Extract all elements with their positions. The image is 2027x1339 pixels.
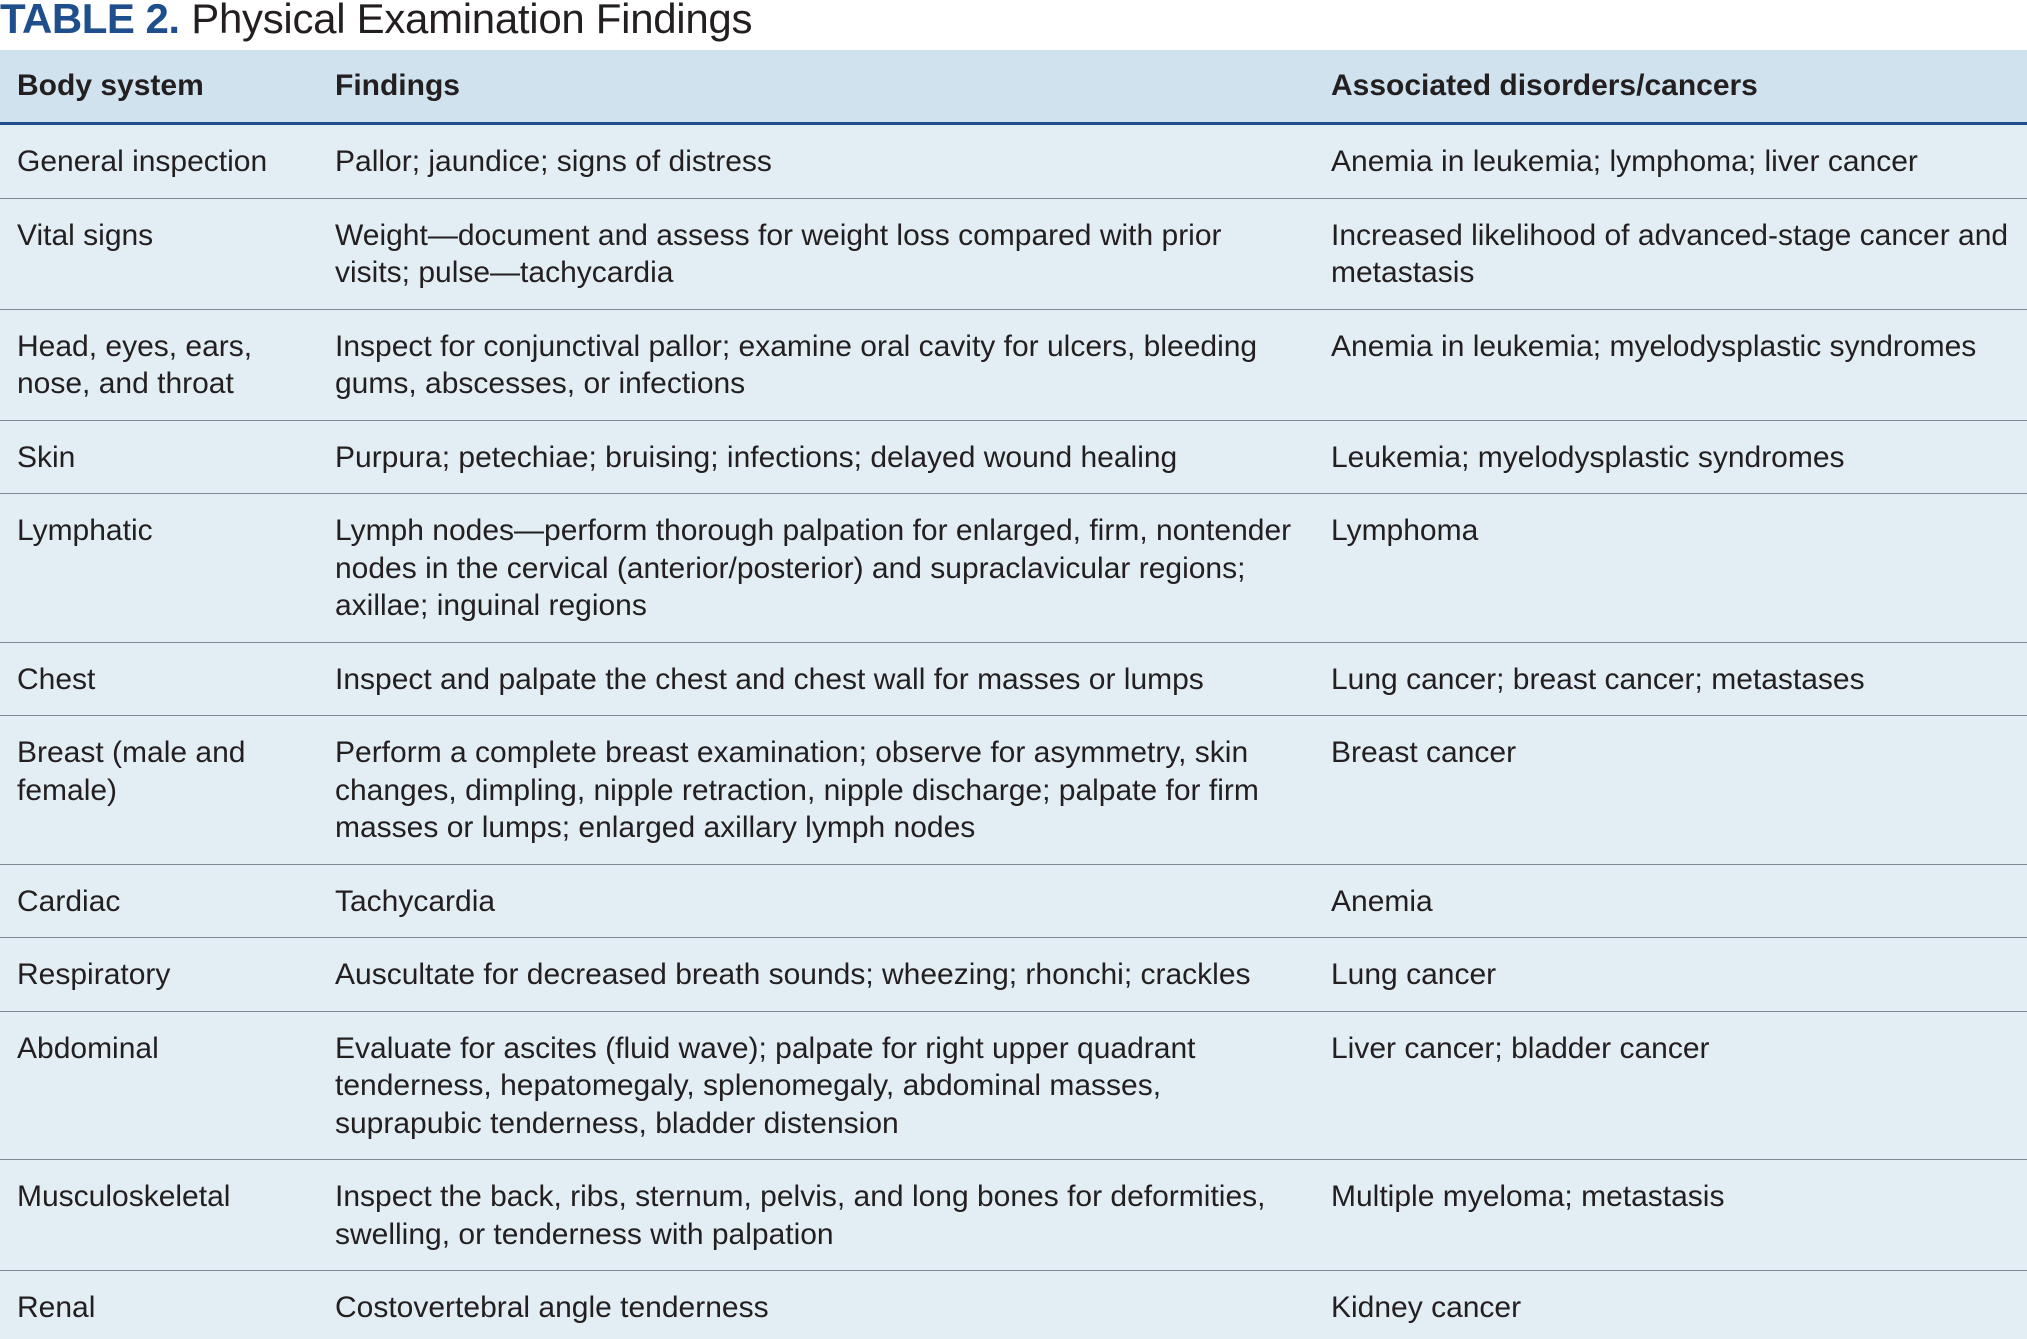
table-row: Chest Inspect and palpate the chest and …	[0, 642, 2027, 716]
cell-findings: Auscultate for decreased breath sounds; …	[318, 937, 1314, 1012]
cell-body-system: Head, eyes, ears, nose, and throat	[0, 309, 318, 421]
cell-body-system: Breast (male and female)	[0, 715, 318, 865]
table-row: Cardiac Tachycardia Anemia	[0, 864, 2027, 938]
cell-body-system: Respiratory	[0, 937, 318, 1012]
cell-associated-disorders: Breast cancer	[1314, 715, 2027, 865]
table-row: Lymphatic Lymph nodes—perform thorough p…	[0, 493, 2027, 643]
table-title-text: Physical Examination Findings	[191, 0, 753, 42]
cell-associated-disorders: Lung cancer; breast cancer; metastases	[1314, 642, 2027, 716]
cell-findings: Costovertebral angle tenderness	[335, 1291, 769, 1324]
table-row: Musculoskeletal Inspect the back, ribs, …	[0, 1159, 2027, 1271]
table-row: Breast (male and female) Perform a compl…	[0, 715, 2027, 865]
table-row: Abdominal Evaluate for ascites (fluid wa…	[0, 1011, 2027, 1160]
cell-findings: Tachycardia	[318, 864, 1314, 938]
cell-body-system: Skin	[0, 420, 318, 494]
table-header: Body system Findings Associated disorder…	[0, 50, 2027, 125]
cell-associated-disorders: Kidney cancer	[1331, 1291, 1522, 1324]
table-title: TABLE 2. Physical Examination Findings	[0, 0, 752, 48]
table-row: Respiratory Auscultate for decreased bre…	[0, 937, 2027, 1012]
header-body-system: Body system	[0, 50, 318, 125]
cell-associated-disorders: Multiple myeloma; metastasis	[1314, 1159, 2027, 1271]
cell-associated-disorders: Leukemia; myelodysplastic syndromes	[1314, 420, 2027, 494]
cell-associated-disorders: Lymphoma	[1314, 493, 2027, 643]
cell-associated-disorders: Anemia in leukemia; lymphoma; liver canc…	[1314, 123, 2027, 199]
cell-findings: Perform a complete breast examination; o…	[318, 715, 1314, 865]
table-body: General inspection Pallor; jaundice; sig…	[0, 123, 2027, 1339]
header-findings: Findings	[318, 50, 1314, 125]
cell-body-system: Abdominal	[0, 1011, 318, 1160]
cell-body-system: Chest	[0, 642, 318, 716]
table-row: General inspection Pallor; jaundice; sig…	[0, 123, 2027, 199]
cell-findings: Weight—document and assess for weight lo…	[318, 198, 1314, 310]
cell-findings: Inspect and palpate the chest and chest …	[318, 642, 1314, 716]
cell-body-system: Musculoskeletal	[0, 1159, 318, 1271]
cell-findings: Inspect for conjunctival pallor; examine…	[318, 309, 1314, 421]
cell-findings: Lymph nodes—perform thorough palpation f…	[318, 493, 1314, 643]
cell-findings: Evaluate for ascites (fluid wave); palpa…	[318, 1011, 1314, 1160]
cell-findings: Pallor; jaundice; signs of distress	[318, 123, 1314, 199]
table-row: Head, eyes, ears, nose, and throat Inspe…	[0, 309, 2027, 421]
table-row: Renal Costovertebral angle tenderness Ki…	[0, 1271, 2027, 1339]
cell-associated-disorders: Liver cancer; bladder cancer	[1314, 1011, 2027, 1160]
header-row: Body system Findings Associated disorder…	[0, 50, 2027, 125]
header-associated-disorders: Associated disorders/cancers	[1314, 50, 2027, 125]
cell-findings: Purpura; petechiae; bruising; infections…	[318, 420, 1314, 494]
cell-findings: Inspect the back, ribs, sternum, pelvis,…	[318, 1159, 1314, 1271]
cell-associated-disorders: Increased likelihood of advanced-stage c…	[1314, 198, 2027, 310]
cell-associated-disorders: Lung cancer	[1314, 937, 2027, 1012]
cell-body-system: Renal	[17, 1291, 96, 1324]
cell-body-system: Vital signs	[0, 198, 318, 310]
cell-body-system: Cardiac	[0, 864, 318, 938]
cell-associated-disorders: Anemia	[1314, 864, 2027, 938]
cell-body-system: General inspection	[0, 123, 318, 199]
table-row: Skin Purpura; petechiae; bruising; infec…	[0, 420, 2027, 494]
table-row: Vital signs Weight—document and assess f…	[0, 198, 2027, 310]
table-number-label: TABLE 2.	[0, 0, 180, 42]
cell-associated-disorders: Anemia in leukemia; myelodysplastic synd…	[1314, 309, 2027, 421]
cell-body-system: Lymphatic	[0, 493, 318, 643]
physical-examination-findings-table: Body system Findings Associated disorder…	[0, 50, 2027, 1339]
